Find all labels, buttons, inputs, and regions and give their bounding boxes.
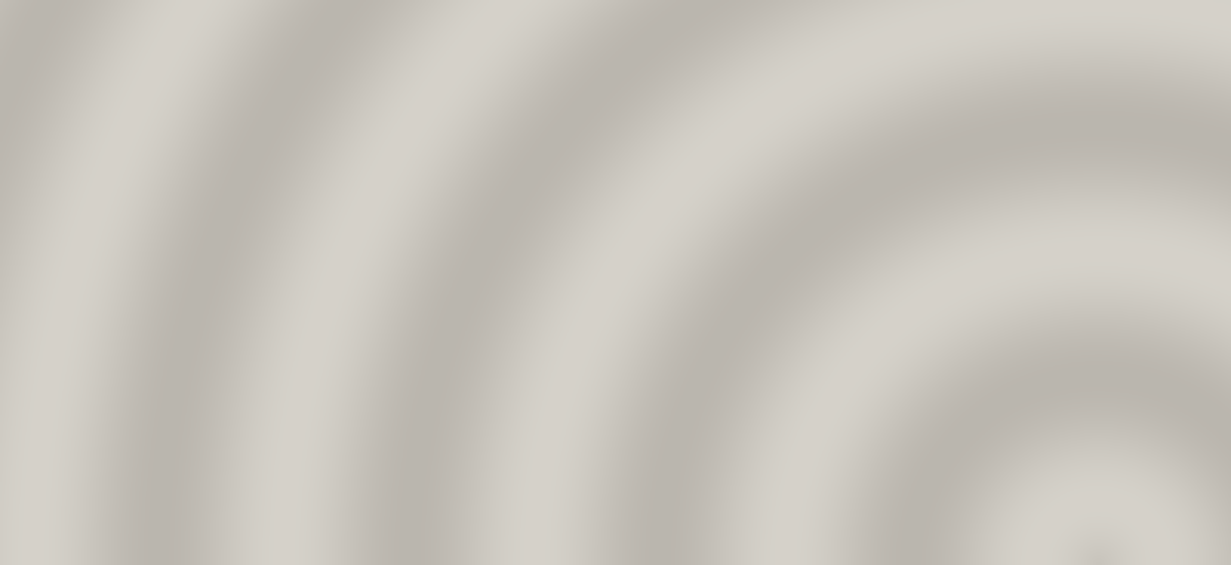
Text: B.  2-hydroxypropanoic acid: B. 2-hydroxypropanoic acid [62,208,324,227]
Text: A.: A. [60,415,79,434]
Text: C.: C. [60,471,79,490]
Text: methyl-4-hydroxybenzene: methyl-4-hydroxybenzene [485,496,731,515]
Text: HO: HO [178,501,209,519]
Text: OCH₃: OCH₃ [348,378,399,396]
Text: methyl-4-hydroxybenzoate: methyl-4-hydroxybenzoate [485,468,737,487]
Text: phenolmethanoate: phenolmethanoate [485,412,662,431]
Text: O: O [282,325,298,344]
Text: |: | [233,74,241,99]
Text: A.  ethanedioic acid: A. ethanedioic acid [62,183,246,202]
Text: CH₃–CH–C–OH: CH₃–CH–C–OH [175,52,363,76]
Text: 7.: 7. [46,322,64,341]
Text: B.: B. [60,443,79,462]
Text: O: O [282,100,303,124]
Text: 4-hydroxybenzenemethanoate: 4-hydroxybenzenemethanoate [485,440,773,459]
Text: 6.: 6. [46,28,64,47]
Text: Methylparaben is used as a preservative in foods, beverages and cosmetics.: Methylparaben is used as a preservative … [68,322,816,341]
Text: ‖: ‖ [281,74,293,99]
Text: D.: D. [60,499,80,518]
Text: Lactic acid: Lactic acid [68,28,172,47]
Text: OH: OH [225,100,267,124]
Text: C.  2-hydroxypropane-1,2,3 -tricarboxylic acid: C. 2-hydroxypropane-1,2,3 -tricarboxylic… [62,233,491,252]
Text: D.  2-hydroxybenzoic acid: D. 2-hydroxybenzoic acid [62,258,305,277]
